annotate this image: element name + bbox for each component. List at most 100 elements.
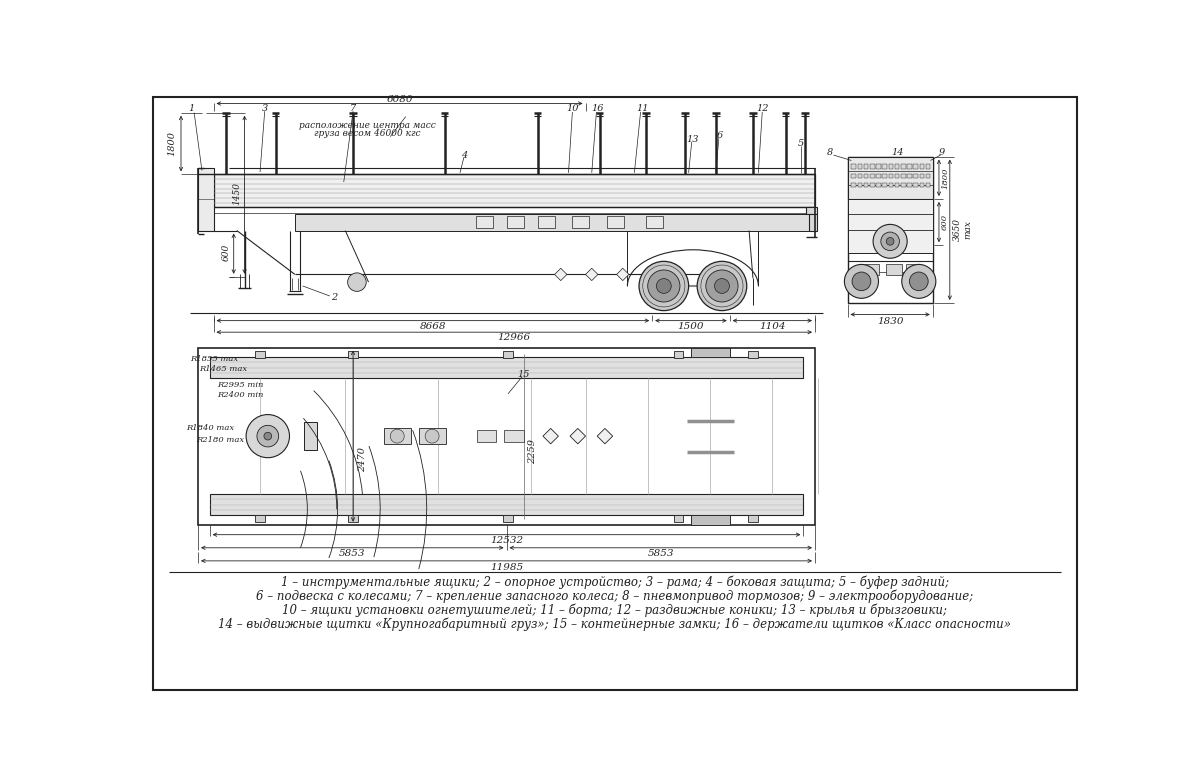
Bar [888, 183, 893, 188]
Circle shape [910, 272, 928, 291]
Text: груза весом 46000 кгс: груза весом 46000 кгс [313, 129, 420, 138]
Bar [919, 183, 924, 188]
Circle shape [887, 238, 894, 245]
Bar [504, 516, 512, 522]
Bar [384, 428, 412, 444]
Circle shape [874, 224, 907, 259]
Bar [876, 174, 881, 178]
Bar [210, 357, 803, 379]
Bar [851, 164, 856, 169]
Bar [646, 216, 664, 228]
Bar [198, 168, 214, 231]
Text: 1800: 1800 [167, 131, 176, 156]
Polygon shape [554, 268, 566, 280]
Bar [907, 183, 912, 188]
Bar [749, 516, 757, 522]
Bar [851, 174, 856, 178]
Bar [847, 199, 932, 253]
Circle shape [648, 270, 680, 302]
Bar [876, 164, 881, 169]
Bar [256, 516, 265, 522]
Bar [572, 216, 589, 228]
Bar [913, 183, 918, 188]
Text: R2400 min: R2400 min [217, 390, 264, 399]
Bar [210, 494, 803, 516]
Text: 2: 2 [330, 293, 337, 302]
Bar [809, 213, 816, 231]
Text: 15: 15 [517, 370, 530, 379]
Bar [504, 351, 512, 358]
Text: 3650
max: 3650 max [953, 218, 972, 241]
Text: 12: 12 [756, 104, 768, 114]
Bar [805, 207, 816, 214]
Bar [858, 174, 863, 178]
Polygon shape [617, 268, 629, 280]
Bar [348, 351, 358, 358]
Circle shape [714, 279, 730, 294]
Text: 1830: 1830 [877, 317, 904, 326]
Bar [913, 164, 918, 169]
Polygon shape [542, 428, 558, 444]
Circle shape [264, 432, 271, 440]
Bar [691, 516, 730, 525]
Bar [882, 164, 887, 169]
Bar [887, 264, 901, 275]
Text: 3: 3 [262, 104, 268, 113]
Bar [888, 164, 893, 169]
Circle shape [706, 270, 738, 302]
Text: 1500: 1500 [678, 322, 704, 330]
Bar [895, 174, 900, 178]
Text: 14: 14 [892, 148, 904, 157]
Bar [858, 183, 863, 188]
Text: 6 – подвеска с колесами; 7 – крепление запасного колеса; 8 – пневмопривод тормоз: 6 – подвеска с колесами; 7 – крепление з… [257, 590, 973, 603]
Text: 7: 7 [350, 104, 356, 113]
Bar [674, 516, 683, 522]
Bar [907, 174, 912, 178]
Bar [348, 516, 358, 522]
Bar [504, 430, 523, 442]
Text: 600: 600 [941, 214, 949, 230]
Circle shape [901, 264, 936, 298]
Bar [907, 164, 912, 169]
Circle shape [257, 425, 278, 447]
Text: R1855 max: R1855 max [191, 355, 239, 363]
Bar [906, 264, 922, 275]
Bar [864, 183, 869, 188]
Bar [607, 216, 624, 228]
Circle shape [390, 429, 404, 443]
Bar [691, 347, 730, 357]
Bar [913, 174, 918, 178]
Bar [895, 183, 900, 188]
Text: 4: 4 [461, 150, 467, 160]
Text: 2470: 2470 [358, 446, 367, 472]
Text: 1 – инструментальные ящики; 2 – опорное устройство; 3 – рама; 4 – боковая защита: 1 – инструментальные ящики; 2 – опорное … [281, 576, 949, 589]
Bar [882, 183, 887, 188]
Bar [870, 174, 875, 178]
Text: 5853: 5853 [340, 549, 366, 559]
Bar [538, 216, 554, 228]
Text: 16: 16 [592, 104, 605, 114]
Bar [888, 174, 893, 178]
Bar [895, 164, 900, 169]
Bar [925, 183, 930, 188]
Text: 14 – выдвижные щитки «Крупногабаритный груз»; 15 – контейнерные замки; 16 – держ: 14 – выдвижные щитки «Крупногабаритный г… [218, 617, 1012, 631]
Bar [925, 164, 930, 169]
Bar [475, 216, 492, 228]
Text: 8668: 8668 [420, 322, 446, 330]
Text: R2180 max: R2180 max [197, 436, 245, 444]
Polygon shape [586, 268, 598, 280]
Text: 5853: 5853 [648, 549, 674, 559]
Bar [295, 213, 815, 231]
Circle shape [852, 272, 871, 291]
Circle shape [697, 261, 746, 311]
Bar [925, 174, 930, 178]
Bar [919, 174, 924, 178]
Bar [851, 183, 856, 188]
Text: 11: 11 [636, 104, 648, 114]
Text: 6080: 6080 [386, 95, 413, 104]
Bar [847, 157, 932, 303]
Text: 11985: 11985 [490, 562, 523, 572]
Text: 9: 9 [938, 148, 946, 157]
Text: 13: 13 [686, 136, 698, 144]
Circle shape [348, 273, 366, 291]
